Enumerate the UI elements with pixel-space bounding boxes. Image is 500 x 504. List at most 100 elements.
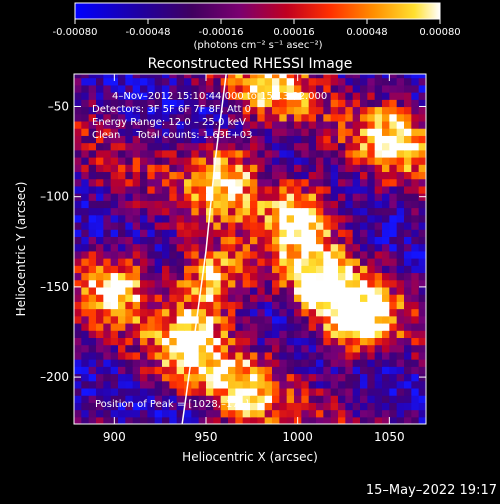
heatmap-cell bbox=[125, 149, 134, 158]
heatmap-cell bbox=[154, 113, 163, 122]
heatmap-cell bbox=[264, 171, 273, 180]
heatmap-cell bbox=[286, 200, 295, 209]
heatmap-cell bbox=[294, 409, 302, 418]
heatmap-cell bbox=[110, 171, 119, 180]
heatmap-cell bbox=[264, 214, 273, 223]
heatmap-cell bbox=[103, 294, 112, 302]
heatmap-cell bbox=[367, 185, 376, 194]
heatmap-cell bbox=[294, 272, 302, 281]
heatmap-cell bbox=[103, 178, 112, 187]
heatmap-cell bbox=[162, 337, 170, 346]
heatmap-cell bbox=[250, 142, 258, 151]
heatmap-cell bbox=[279, 416, 288, 424]
heatmap-cell bbox=[264, 113, 273, 122]
heatmap-cell bbox=[345, 351, 354, 360]
heatmap-cell bbox=[88, 258, 97, 266]
heatmap-cell bbox=[176, 193, 185, 201]
heatmap-cell bbox=[330, 221, 339, 230]
heatmap-cell bbox=[374, 178, 383, 187]
heatmap-cell bbox=[242, 135, 251, 144]
heatmap-cell bbox=[81, 149, 90, 158]
heatmap-cell bbox=[242, 315, 251, 324]
heatmap-cell bbox=[345, 380, 354, 389]
heatmap-cell bbox=[88, 207, 97, 216]
heatmap-cell bbox=[103, 113, 112, 122]
heatmap-cell bbox=[345, 344, 354, 353]
heatmap-cell bbox=[125, 330, 134, 339]
heatmap-cell bbox=[257, 315, 266, 324]
heatmap-cell bbox=[74, 135, 82, 144]
heatmap-cell bbox=[184, 337, 192, 346]
heatmap-cell bbox=[389, 387, 398, 396]
heatmap-cell bbox=[96, 387, 104, 396]
heatmap-cell bbox=[389, 77, 398, 86]
heatmap-cell bbox=[404, 243, 412, 252]
heatmap-cell bbox=[367, 279, 376, 288]
heatmap-cell bbox=[213, 330, 222, 339]
heatmap-cell bbox=[272, 380, 280, 389]
heatmap-cell bbox=[74, 221, 82, 230]
heatmap-cell bbox=[228, 301, 236, 310]
heatmap-cell bbox=[272, 250, 280, 259]
heatmap-cell bbox=[250, 279, 258, 288]
heatmap-cell bbox=[308, 308, 317, 317]
heatmap-cell bbox=[396, 106, 405, 115]
heatmap-cell bbox=[404, 128, 412, 136]
heatmap-cell bbox=[206, 92, 214, 100]
heatmap-cell bbox=[213, 294, 222, 302]
heatmap-cell bbox=[162, 315, 170, 324]
heatmap-cell bbox=[352, 200, 361, 209]
heatmap-cell bbox=[330, 135, 339, 144]
heatmap-cell bbox=[125, 128, 134, 136]
heatmap-cell bbox=[264, 330, 273, 339]
heatmap-cell bbox=[294, 395, 302, 403]
heatmap-cell bbox=[184, 84, 192, 93]
heatmap-cell bbox=[294, 142, 302, 151]
heatmap-cell bbox=[110, 135, 119, 144]
heatmap-cell bbox=[250, 92, 258, 100]
heatmap-cell bbox=[264, 416, 273, 424]
heatmap-cell bbox=[389, 294, 398, 302]
heatmap-cell bbox=[154, 142, 163, 151]
heatmap-cell bbox=[352, 207, 361, 216]
heatmap-cell bbox=[198, 322, 207, 331]
heatmap-cell bbox=[132, 286, 141, 295]
heatmap-cell bbox=[103, 214, 112, 223]
heatmap-cell bbox=[228, 416, 236, 424]
heatmap-cell bbox=[147, 416, 156, 424]
heatmap-cell bbox=[125, 156, 134, 165]
heatmap-cell bbox=[257, 135, 266, 144]
heatmap-cell bbox=[96, 164, 104, 173]
heatmap-cell bbox=[418, 416, 426, 424]
heatmap-cell bbox=[396, 113, 405, 122]
heatmap-cell bbox=[257, 236, 266, 245]
heatmap-cell bbox=[147, 229, 156, 237]
heatmap-cell bbox=[198, 294, 207, 302]
heatmap-cell bbox=[125, 84, 134, 93]
heatmap-cell bbox=[396, 416, 405, 424]
heatmap-cell bbox=[198, 236, 207, 245]
y-tick-label: –100 bbox=[40, 190, 69, 204]
heatmap-cell bbox=[396, 236, 405, 245]
heatmap-cell bbox=[418, 243, 426, 252]
heatmap-cell bbox=[169, 258, 178, 266]
heatmap-cell bbox=[191, 359, 200, 367]
heatmap-cell bbox=[74, 387, 82, 396]
heatmap-cell bbox=[418, 308, 426, 317]
heatmap-cell bbox=[374, 171, 383, 180]
heatmap-cell bbox=[345, 214, 354, 223]
heatmap-cell bbox=[132, 265, 141, 274]
heatmap-cell bbox=[352, 359, 361, 367]
heatmap-cell bbox=[81, 351, 90, 360]
heatmap-cell bbox=[184, 149, 192, 158]
heatmap-cell bbox=[257, 409, 266, 418]
heatmap-cell bbox=[323, 344, 332, 353]
heatmap-cell bbox=[235, 315, 244, 324]
heatmap-cell bbox=[418, 207, 426, 216]
heatmap-cell bbox=[125, 142, 134, 151]
heatmap-cell bbox=[316, 106, 324, 115]
heatmap-cell bbox=[308, 380, 317, 389]
heatmap-cell bbox=[235, 265, 244, 274]
heatmap-cell bbox=[74, 99, 82, 108]
heatmap-cell bbox=[301, 99, 310, 108]
